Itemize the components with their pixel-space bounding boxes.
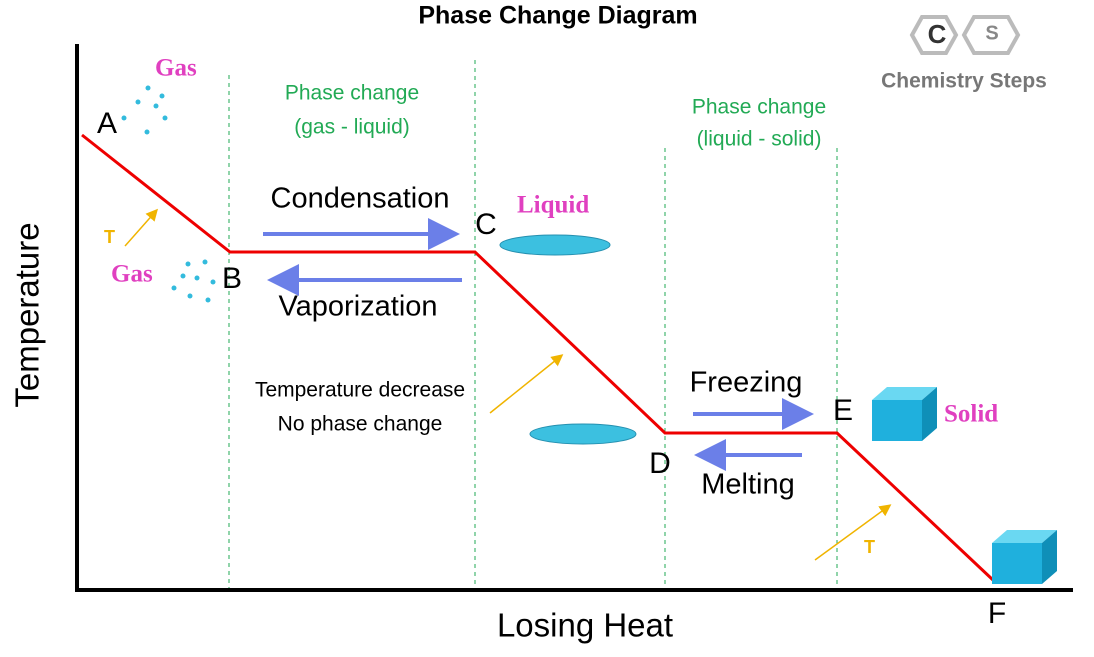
arrow (489, 354, 564, 414)
logo: C S Chemistry Steps (881, 15, 1047, 93)
state-label: Gas (155, 55, 197, 82)
note: No phase change (278, 413, 443, 436)
point-label: E (833, 394, 853, 427)
liquid-blob (529, 423, 637, 445)
temp-mark: T (864, 537, 875, 557)
solid-cube (872, 387, 937, 441)
note: Temperature decrease (255, 379, 465, 402)
title: Phase Change Diagram (418, 2, 697, 30)
process-label: Melting (701, 469, 795, 501)
arrow (124, 208, 158, 247)
point-label: A (97, 107, 117, 140)
process-label: Condensation (271, 183, 450, 215)
logo-hex (961, 15, 1021, 55)
process-label: Freezing (690, 367, 803, 399)
logo-letter: C (928, 19, 947, 49)
state-label: Gas (111, 261, 153, 288)
state-label: Solid (944, 401, 998, 428)
x-axis-label: Losing Heat (497, 607, 673, 644)
temperature-arrows (124, 208, 892, 561)
point-label: C (475, 208, 497, 241)
point-label: F (988, 597, 1006, 630)
solid-cube (992, 530, 1057, 584)
state-label: Liquid (517, 192, 589, 219)
logo-name: Chemistry Steps (881, 70, 1047, 93)
region-label: Phase change (692, 96, 826, 119)
point-label: D (649, 447, 671, 480)
liquid-blob (499, 234, 611, 256)
region-label: (gas - liquid) (294, 116, 410, 139)
logo-letter: S (985, 22, 998, 44)
y-axis-label: Temperature (9, 222, 46, 407)
region-label: (liquid - solid) (697, 128, 822, 151)
process-arrows (263, 218, 814, 471)
point-label: B (222, 262, 242, 295)
logo-hex (909, 15, 959, 55)
region-label: Phase change (285, 82, 419, 105)
arrow (814, 504, 892, 561)
region-lines (228, 60, 838, 590)
process-label: Vaporization (278, 291, 437, 323)
temp-mark: T (104, 227, 115, 247)
cooling-curve (81, 133, 995, 582)
gas-dots (121, 85, 216, 303)
